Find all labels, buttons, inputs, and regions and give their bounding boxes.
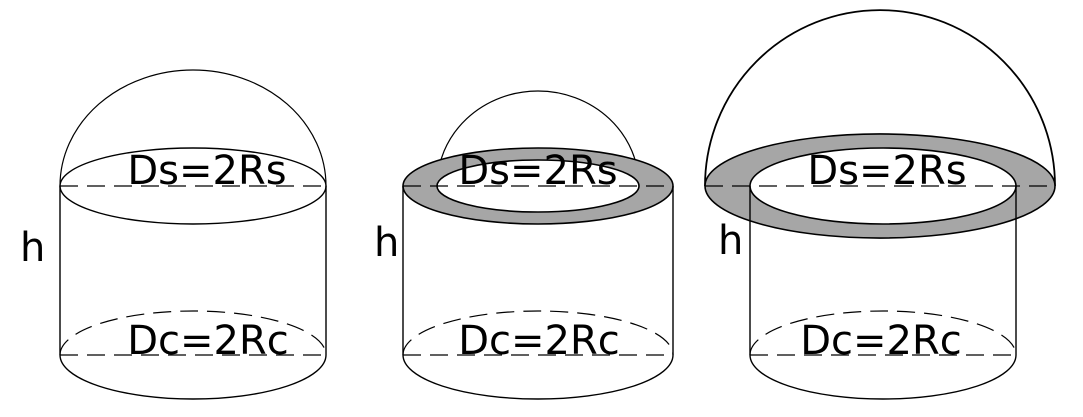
figure-equal-diameter: Ds=2Rs Dc=2Rc h xyxy=(20,69,327,400)
figure-smaller-dome: Ds=2Rs Dc=2Rc h xyxy=(374,90,674,400)
sphere-diameter-label: Ds=2Rs xyxy=(807,148,966,194)
height-label: h xyxy=(374,220,399,266)
cylinder-diameter-label: Dc=2Rc xyxy=(458,318,620,364)
height-label: h xyxy=(718,218,743,264)
hemisphere-dome xyxy=(436,90,640,187)
cylinder-diameter-label: Dc=2Rc xyxy=(800,318,962,364)
height-label: h xyxy=(20,225,45,271)
bottom-ellipse-back xyxy=(749,310,1017,356)
figure-larger-dome: Ds=2Rs Dc=2Rc h xyxy=(704,9,1056,400)
bottom-ellipse-front xyxy=(749,354,1017,400)
bottom-ellipse-front xyxy=(402,354,674,400)
sphere-diameter-label: Ds=2Rs xyxy=(458,148,617,194)
bottom-ellipse-back xyxy=(59,310,327,356)
sphere-diameter-label: Ds=2Rs xyxy=(127,148,286,194)
bottom-ellipse-front xyxy=(59,354,327,400)
bottom-ellipse-back xyxy=(402,310,674,356)
hemisphere-dome xyxy=(704,9,1056,187)
cylinder-diameter-label: Dc=2Rc xyxy=(127,318,289,364)
hemisphere-dome xyxy=(59,69,327,187)
